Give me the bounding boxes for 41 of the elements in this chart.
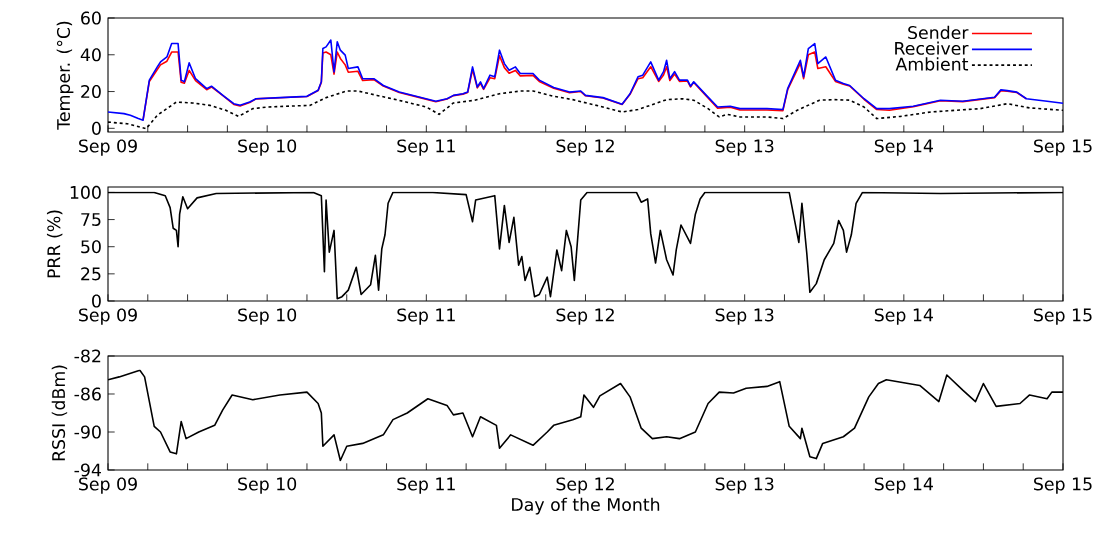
y-axis-title: Temper. (°C): [56, 21, 74, 130]
x-tick-label: Sep 15: [1034, 308, 1092, 325]
legend-label: Ambient: [895, 57, 969, 71]
x-tick-label: Sep 13: [715, 477, 774, 494]
y-tick-label: -90: [74, 425, 101, 439]
legend-label: Sender: [908, 25, 969, 40]
y-axis-title: RSSI (dBm): [51, 365, 68, 461]
x-tick-label: Sep 14: [874, 308, 933, 325]
x-tick-label: Sep 12: [556, 308, 614, 325]
x-tick-label: Sep 11: [397, 477, 455, 494]
y-tick-label: 20: [81, 85, 101, 99]
y-tick-label: 60: [81, 11, 101, 25]
x-tick-label: Sep 09: [79, 308, 137, 325]
x-tick-label: Sep 10: [238, 308, 297, 325]
legend-label: Receiver: [895, 41, 969, 55]
x-tick-label: Sep 12: [556, 477, 614, 494]
y-tick-label: 75: [81, 213, 101, 227]
x-tick-label: Sep 09: [79, 477, 137, 494]
x-tick-label: Sep 10: [238, 477, 297, 494]
y-tick-label: 0: [92, 121, 101, 135]
y-tick-label: -82: [74, 349, 101, 363]
y-tick-label: -86: [74, 387, 101, 401]
x-tick-label: Sep 11: [397, 308, 455, 325]
x-tick-label: Sep 12: [556, 139, 614, 156]
y-tick-label: 0: [92, 294, 101, 308]
y-tick-label: -94: [74, 463, 101, 477]
x-tick-label: Sep 14: [874, 477, 933, 494]
y-tick-label: 40: [80, 48, 101, 62]
x-tick-label: Sep 15: [1034, 477, 1092, 494]
x-tick-label: Sep 13: [715, 308, 774, 325]
x-tick-label: Sep 15: [1034, 139, 1092, 156]
y-axis-title: PRR (%): [46, 210, 63, 278]
x-tick-label: Sep 14: [874, 139, 933, 156]
x-tick-label: Sep 09: [79, 139, 137, 156]
x-axis-title: Day of the Month: [512, 497, 660, 515]
y-tick-label: 100: [70, 185, 101, 199]
x-tick-label: Sep 10: [238, 139, 297, 156]
x-tick-label: Sep 13: [715, 139, 774, 156]
y-tick-label: 50: [81, 240, 101, 254]
x-tick-label: Sep 11: [397, 139, 455, 156]
y-tick-label: 25: [81, 267, 101, 281]
